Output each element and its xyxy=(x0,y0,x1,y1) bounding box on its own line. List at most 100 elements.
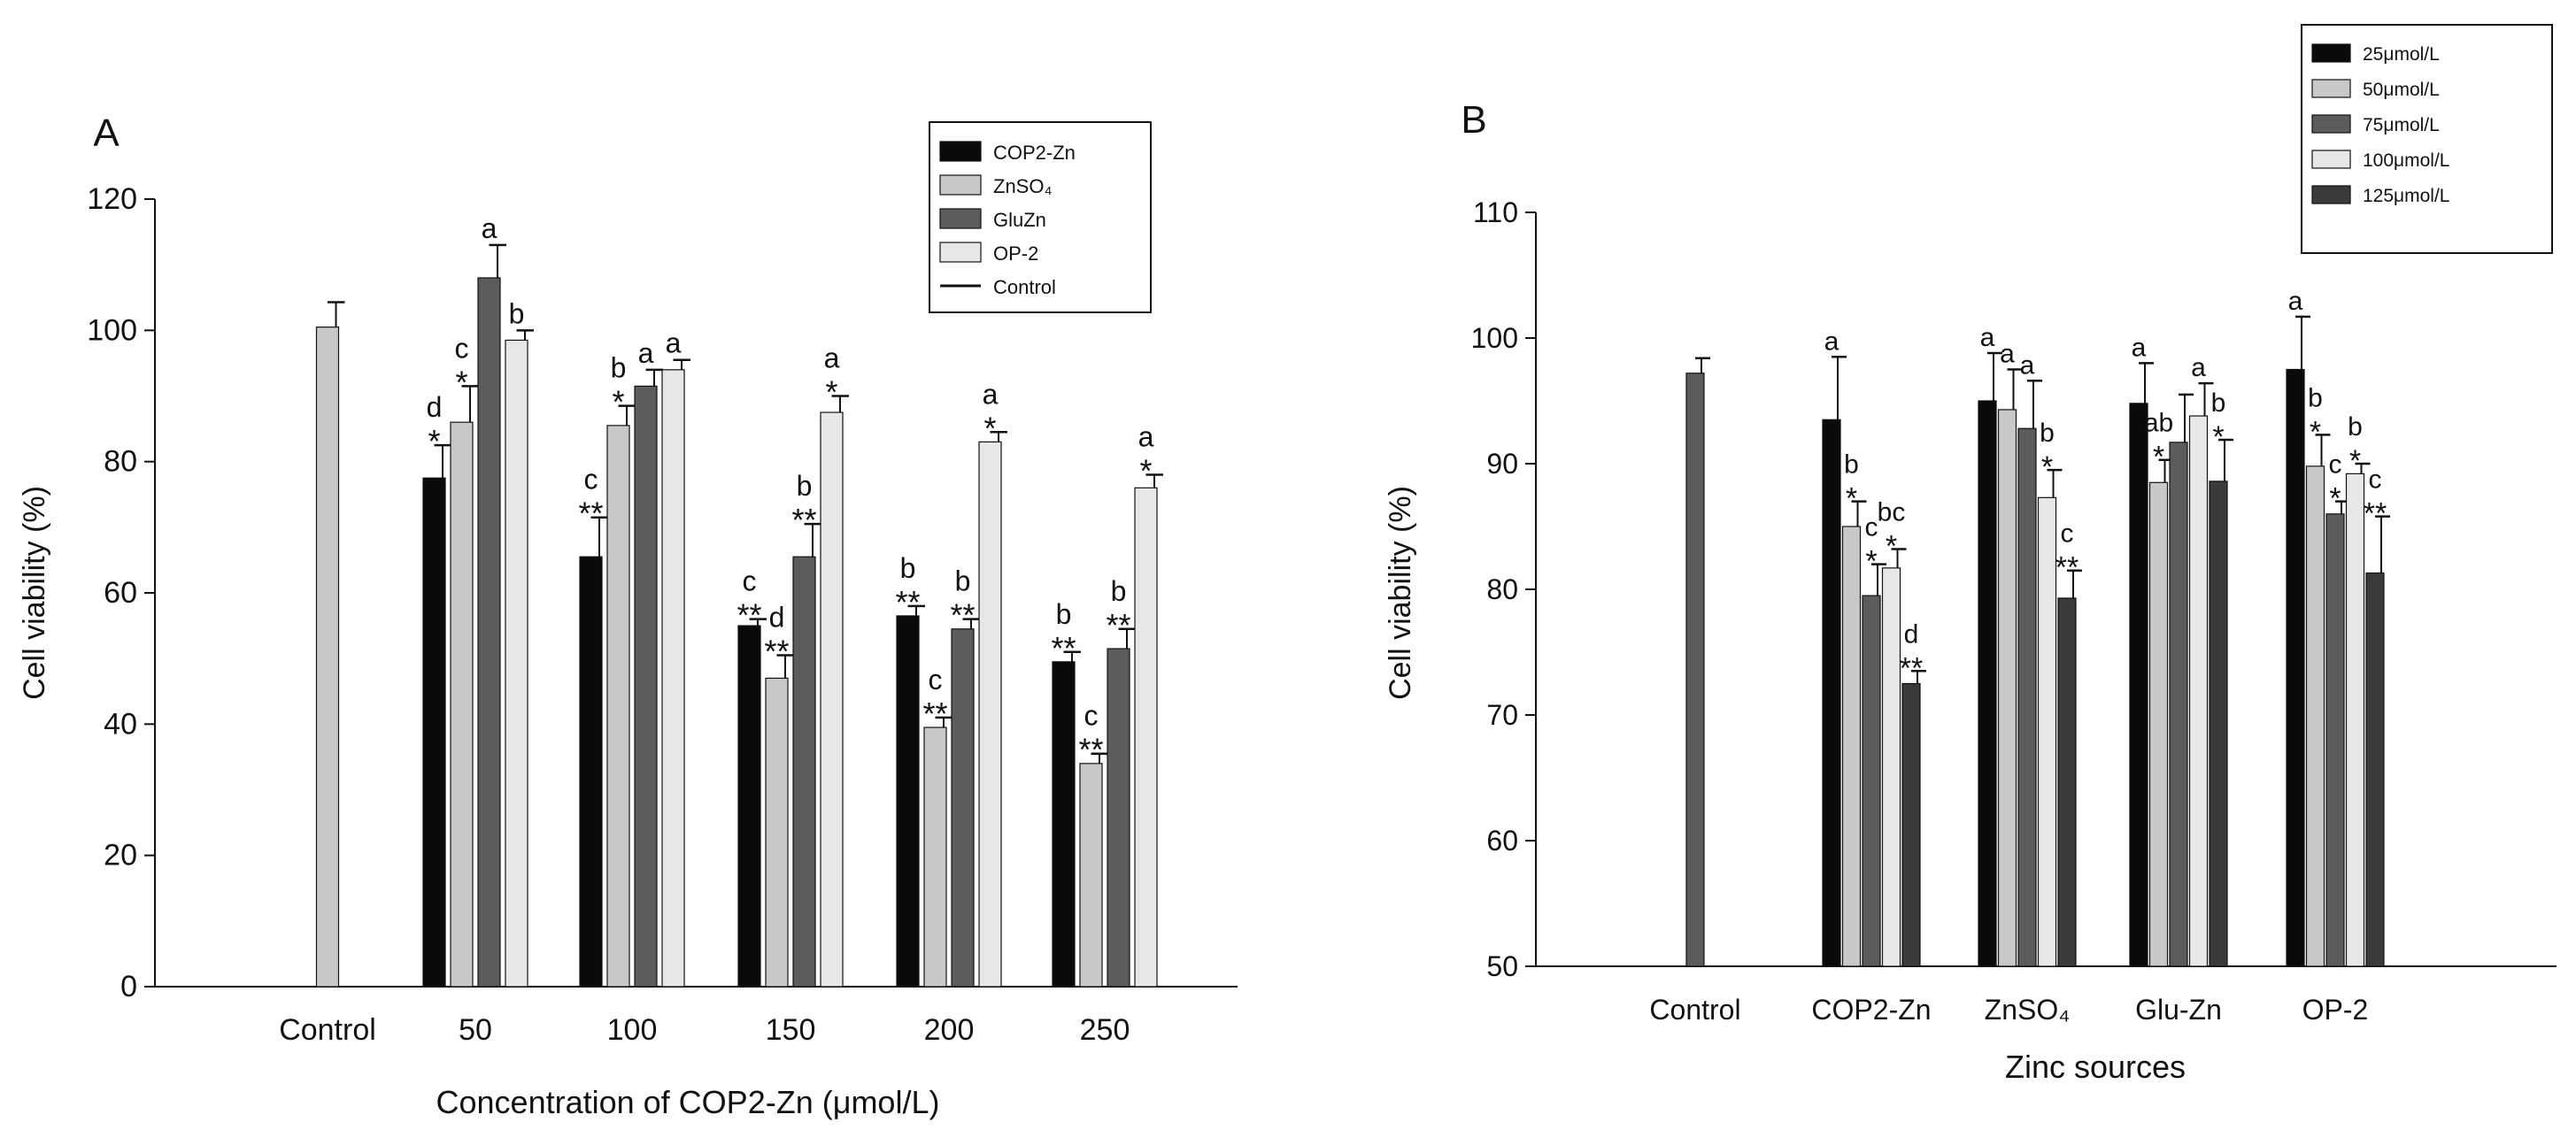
legend-label: OP-2 xyxy=(993,242,1038,265)
significance-letter: c xyxy=(2061,519,2074,549)
y-tick-label: 80 xyxy=(1486,573,1518,605)
y-tick-label: 120 xyxy=(87,182,137,216)
panel-label: A xyxy=(93,111,120,155)
significance-stars: * xyxy=(455,364,467,400)
panel-label: B xyxy=(1461,98,1486,142)
x-tick-label: 100 xyxy=(607,1013,658,1047)
significance-stars: * xyxy=(2329,482,2341,516)
significance-stars: * xyxy=(1139,453,1152,489)
bar xyxy=(792,556,816,988)
significance-stars: * xyxy=(1886,530,1897,564)
significance-stars: ** xyxy=(1900,651,1923,685)
x-tick-label: 50 xyxy=(459,1013,492,1047)
x-axis-label: Zinc sources xyxy=(2005,1049,2186,1085)
legend-label: 75μmol/L xyxy=(2363,115,2440,135)
x-tick-label: Control xyxy=(1649,994,1740,1026)
significance-stars: ** xyxy=(1051,630,1076,666)
legend-label: 25μmol/L xyxy=(2363,44,2440,65)
significance-letter: b xyxy=(1844,450,1859,480)
bar xyxy=(2057,597,2077,967)
legend-label: ZnSO₄ xyxy=(993,175,1052,197)
legend-swatch xyxy=(2311,185,2351,204)
significance-stars: ** xyxy=(1078,732,1103,768)
significance-letter: a xyxy=(2288,287,2303,316)
bar xyxy=(579,556,603,988)
bar xyxy=(2037,496,2057,967)
legend-swatch xyxy=(2311,43,2351,63)
significance-letter: c xyxy=(2329,450,2342,480)
y-tick-label: 0 xyxy=(120,970,137,1003)
legend-label: 125μmol/L xyxy=(2363,186,2450,206)
y-tick-label: 20 xyxy=(104,839,137,872)
significance-letter: a xyxy=(2191,353,2206,382)
bar xyxy=(820,411,844,988)
significance-letter: a xyxy=(2000,340,2015,369)
bar xyxy=(2148,481,2169,967)
bar xyxy=(315,327,340,988)
y-tick-label: 80 xyxy=(104,445,137,479)
y-tick-label: 110 xyxy=(1473,196,1518,228)
x-tick-label: Glu-Zn xyxy=(2135,994,2222,1026)
significance-letter: b xyxy=(2040,419,2055,448)
bar xyxy=(765,677,789,988)
significance-letter: a xyxy=(824,342,840,374)
significance-stars: * xyxy=(2153,441,2164,474)
significance-letter: ab xyxy=(2144,409,2173,438)
bar xyxy=(951,628,975,988)
significance-stars: * xyxy=(2310,415,2321,449)
bar xyxy=(1107,648,1130,988)
legend-label: GluZn xyxy=(993,209,1046,231)
significance-letter: c xyxy=(929,664,943,696)
significance-letter: c xyxy=(2369,465,2382,495)
significance-letter: d xyxy=(769,601,785,633)
significance-stars: * xyxy=(2212,420,2224,454)
bar xyxy=(422,477,446,988)
bar xyxy=(477,277,501,988)
bar xyxy=(978,441,1002,988)
legend: 25μmol/L 50μmol/L 75μmol/L 100μmol/L 125μmol… xyxy=(2301,24,2553,254)
significance-stars: ** xyxy=(950,597,975,634)
significance-letter: a xyxy=(2132,333,2147,362)
significance-stars: ** xyxy=(895,584,920,620)
bar xyxy=(2017,427,2037,967)
y-tick-label: 50 xyxy=(1486,950,1518,982)
significance-stars: * xyxy=(2349,444,2361,478)
significance-stars: * xyxy=(1846,482,1857,516)
legend-label: COP2-Zn xyxy=(993,142,1076,164)
legend-label: 100μmol/L xyxy=(2363,150,2450,171)
y-tick-label: 40 xyxy=(104,707,137,741)
legend-swatch xyxy=(2311,150,2351,169)
significance-letter: c xyxy=(584,464,598,496)
bar xyxy=(737,625,761,988)
significance-stars: * xyxy=(983,410,996,446)
y-axis-label: Cell viability (%) xyxy=(1384,486,1417,700)
bar xyxy=(2209,480,2228,967)
significance-letter: c xyxy=(1084,700,1099,732)
legend-swatch xyxy=(939,141,982,162)
significance-stars: * xyxy=(1865,545,1877,579)
significance-letter: a xyxy=(2020,350,2035,380)
bar xyxy=(661,369,685,988)
bar xyxy=(1841,526,1862,967)
significance-letter: b xyxy=(1056,598,1072,630)
significance-letter: b xyxy=(611,352,627,384)
legend-swatch xyxy=(939,174,982,196)
significance-letter: b xyxy=(2348,412,2363,442)
significance-letter: d xyxy=(427,391,443,423)
significance-stars: ** xyxy=(922,696,947,732)
y-tick-label: 90 xyxy=(1486,448,1518,480)
significance-letter: b xyxy=(900,552,916,584)
significance-letter: b xyxy=(509,297,525,329)
bar xyxy=(634,385,658,988)
bar xyxy=(2345,473,2365,967)
bar xyxy=(2325,513,2345,967)
x-tick-label: 200 xyxy=(924,1013,975,1047)
legend-swatch xyxy=(2311,114,2351,134)
legend-swatch xyxy=(939,208,982,229)
significance-letter: a xyxy=(666,327,682,359)
legend-swatch xyxy=(2311,79,2351,98)
bar xyxy=(505,339,528,988)
significance-stars: * xyxy=(2041,450,2053,484)
bar xyxy=(923,726,947,988)
